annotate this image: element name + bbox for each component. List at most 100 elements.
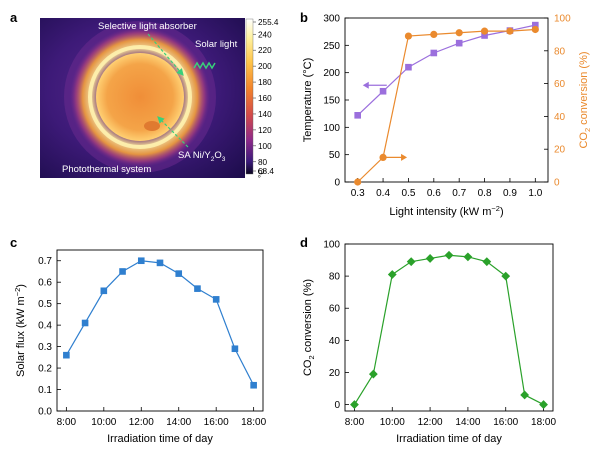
chart-c-x-tick-label: 14:00	[166, 417, 191, 428]
chart-b-right-tick-label: 80	[554, 46, 566, 57]
panel-d-label: d	[300, 235, 308, 250]
chart-c-x-tick-label: 8:00	[57, 417, 77, 428]
chart-b-right-tick-label: 40	[554, 112, 566, 123]
chart-d-y-axis-label-part: CO	[302, 359, 314, 376]
chart-d-conversion-point	[406, 257, 416, 267]
chart-d-y-axis-label-part: 2	[307, 355, 316, 359]
chart-b-right-tick-label: 100	[554, 14, 571, 25]
chart-b-conversion-point	[404, 32, 413, 40]
colorbar-tick-label: 100	[258, 142, 272, 151]
chart-d-y-tick-label: 100	[323, 240, 340, 251]
chart-c-solar-flux-point	[81, 319, 89, 327]
colorbar-tick-label: 140	[258, 110, 272, 119]
chart-b-y-tick-label: 250	[323, 41, 340, 52]
chart-b-x-tick-label: 0.9	[503, 188, 517, 199]
chart-b-conversion-point	[506, 27, 514, 35]
catalyst-mid: O	[214, 150, 221, 161]
absorber-arrow	[147, 33, 184, 76]
chart-c-solar-flux-line	[65, 260, 255, 386]
chart-d-conversion-point	[482, 257, 492, 267]
chart-b-temperature-point	[405, 63, 412, 71]
colorbar-tick-label: 240	[258, 30, 272, 39]
chart-c-solar-flux-point	[231, 345, 239, 353]
chart-b-y-tick-label: 0	[334, 178, 340, 189]
chart-b-conversion-point	[531, 25, 539, 34]
chart-b-conversion-point	[480, 27, 489, 35]
chart-b-temperature-arrowhead	[362, 81, 369, 89]
panel-b-label: b	[300, 10, 308, 25]
chart-b-x-tick-label: 1.0	[528, 188, 542, 199]
chart-c-solar-flux-point	[137, 257, 145, 265]
chart-d-x-tick-label: 16:00	[493, 417, 518, 428]
chart-d-x-tick-label: 14:00	[455, 417, 480, 428]
chart-b-x-axis-label-part: Light intensity (kW m	[389, 206, 491, 218]
thermal-spot	[144, 121, 160, 131]
chart-d-conversion-point	[425, 254, 435, 263]
chart-c-x-tick-label: 10:00	[91, 417, 116, 428]
chart-b-conversion-point	[455, 29, 463, 37]
chart-b-x-axis-label-part: −2	[491, 204, 500, 213]
colorbar-tick-label: 180	[258, 78, 272, 87]
chart-c-x-axis-label-part: Irradiation time of day	[107, 433, 213, 445]
chart-d-conversion-line	[353, 254, 544, 406]
panel-c-label: c	[10, 235, 17, 250]
absorber-annotation: Selective light absorber	[98, 21, 197, 32]
chart-b-conversion-line	[357, 28, 536, 183]
chart-b-right-axis-label-part: 2	[583, 128, 592, 132]
chart-b-temperature-point	[379, 87, 387, 95]
chart-c-y-tick-label: 0.2	[38, 364, 52, 375]
colorbar-tick-label: 120	[258, 126, 272, 135]
chart-b-right-axis-label: CO2 conversion (%)	[578, 51, 592, 148]
colorbar-tick-label: 80	[258, 158, 268, 167]
chart-c-y-tick-label: 0.6	[38, 278, 52, 289]
chart-b-right-axis-label-part: CO	[578, 132, 590, 149]
solar-light-annotation: Solar light	[195, 39, 238, 50]
chart-c-y-tick-label: 0.5	[38, 299, 52, 310]
chart-c-y-axis-label: Solar flux (kW m−2)	[13, 284, 27, 377]
thermal-sample	[96, 53, 184, 141]
chart-c-solar-flux-point	[63, 351, 70, 359]
chart-b-temperature-point	[430, 49, 438, 57]
colorbar-tick-label: 68.4	[258, 167, 274, 176]
chart-c-x-tick-label: 18:00	[241, 417, 266, 428]
chart-b-x-axis-label: Light intensity (kW m−2)	[389, 204, 503, 218]
chart-b-right-tick-label: 20	[554, 145, 566, 156]
chart-b-right-tick-label: 60	[554, 79, 566, 90]
chart-b-x-tick-label: 0.5	[401, 188, 415, 199]
chart-b-temperature-point	[455, 39, 463, 47]
chart-b-conversion-point	[430, 30, 438, 38]
chart-c-solar-flux-point	[212, 296, 220, 303]
chart-b-conversion-arrowhead	[401, 153, 408, 161]
chart-b-temperature-point	[481, 32, 488, 39]
chart-b-x-axis-label-part: )	[500, 206, 504, 218]
chart-b-right-tick-label: 0	[554, 178, 560, 189]
catalyst-main: SA Ni/Y	[178, 150, 211, 161]
chart-c-solar-flux-point	[100, 287, 108, 295]
chart-d-y-axis-label-part: conversion (%)	[302, 279, 314, 355]
chart-b-y-tick-label: 50	[329, 150, 341, 161]
chart-c-y-axis-label-part: −2	[13, 288, 22, 297]
chart-b-x-tick-label: 0.4	[376, 188, 390, 199]
chart-b: 0.3 0.4 0.5 0.6 0.7 0.8 0.9 1.00501001502002503…	[302, 14, 592, 219]
catalyst-sub2: 3	[222, 156, 226, 163]
chart-c-y-tick-label: 0.1	[38, 385, 52, 396]
chart-c-x-tick-label: 16:00	[204, 417, 229, 428]
chart-b-y-tick-label: 150	[323, 96, 340, 107]
chart-d-y-axis-label: CO2 conversion (%)	[302, 279, 316, 376]
colorbar-tick-label: 200	[258, 62, 272, 71]
chart-c-x-axis-label: Irradiation time of day	[107, 433, 213, 445]
chart-d-x-tick-label: 12:00	[418, 417, 443, 428]
chart-c-solar-flux-point	[175, 270, 183, 277]
chart-c-y-tick-label: 0.0	[38, 407, 52, 418]
chart-c-y-tick-label: 0.4	[38, 321, 52, 332]
chart-c-solar-flux-point	[194, 285, 201, 292]
system-annotation: Photothermal system	[62, 164, 151, 175]
chart-d-y-tick-label: 80	[329, 272, 341, 283]
chart-c-solar-flux-point	[250, 381, 257, 389]
chart-d-y-tick-label: 0	[334, 400, 340, 411]
chart-d-x-tick-label: 18:00	[531, 417, 556, 428]
colorbar-tick-label: 255.4	[258, 18, 279, 27]
chart-d-x-axis-label: Irradiation time of day	[396, 433, 502, 445]
chart-b-plot-frame	[344, 17, 549, 183]
